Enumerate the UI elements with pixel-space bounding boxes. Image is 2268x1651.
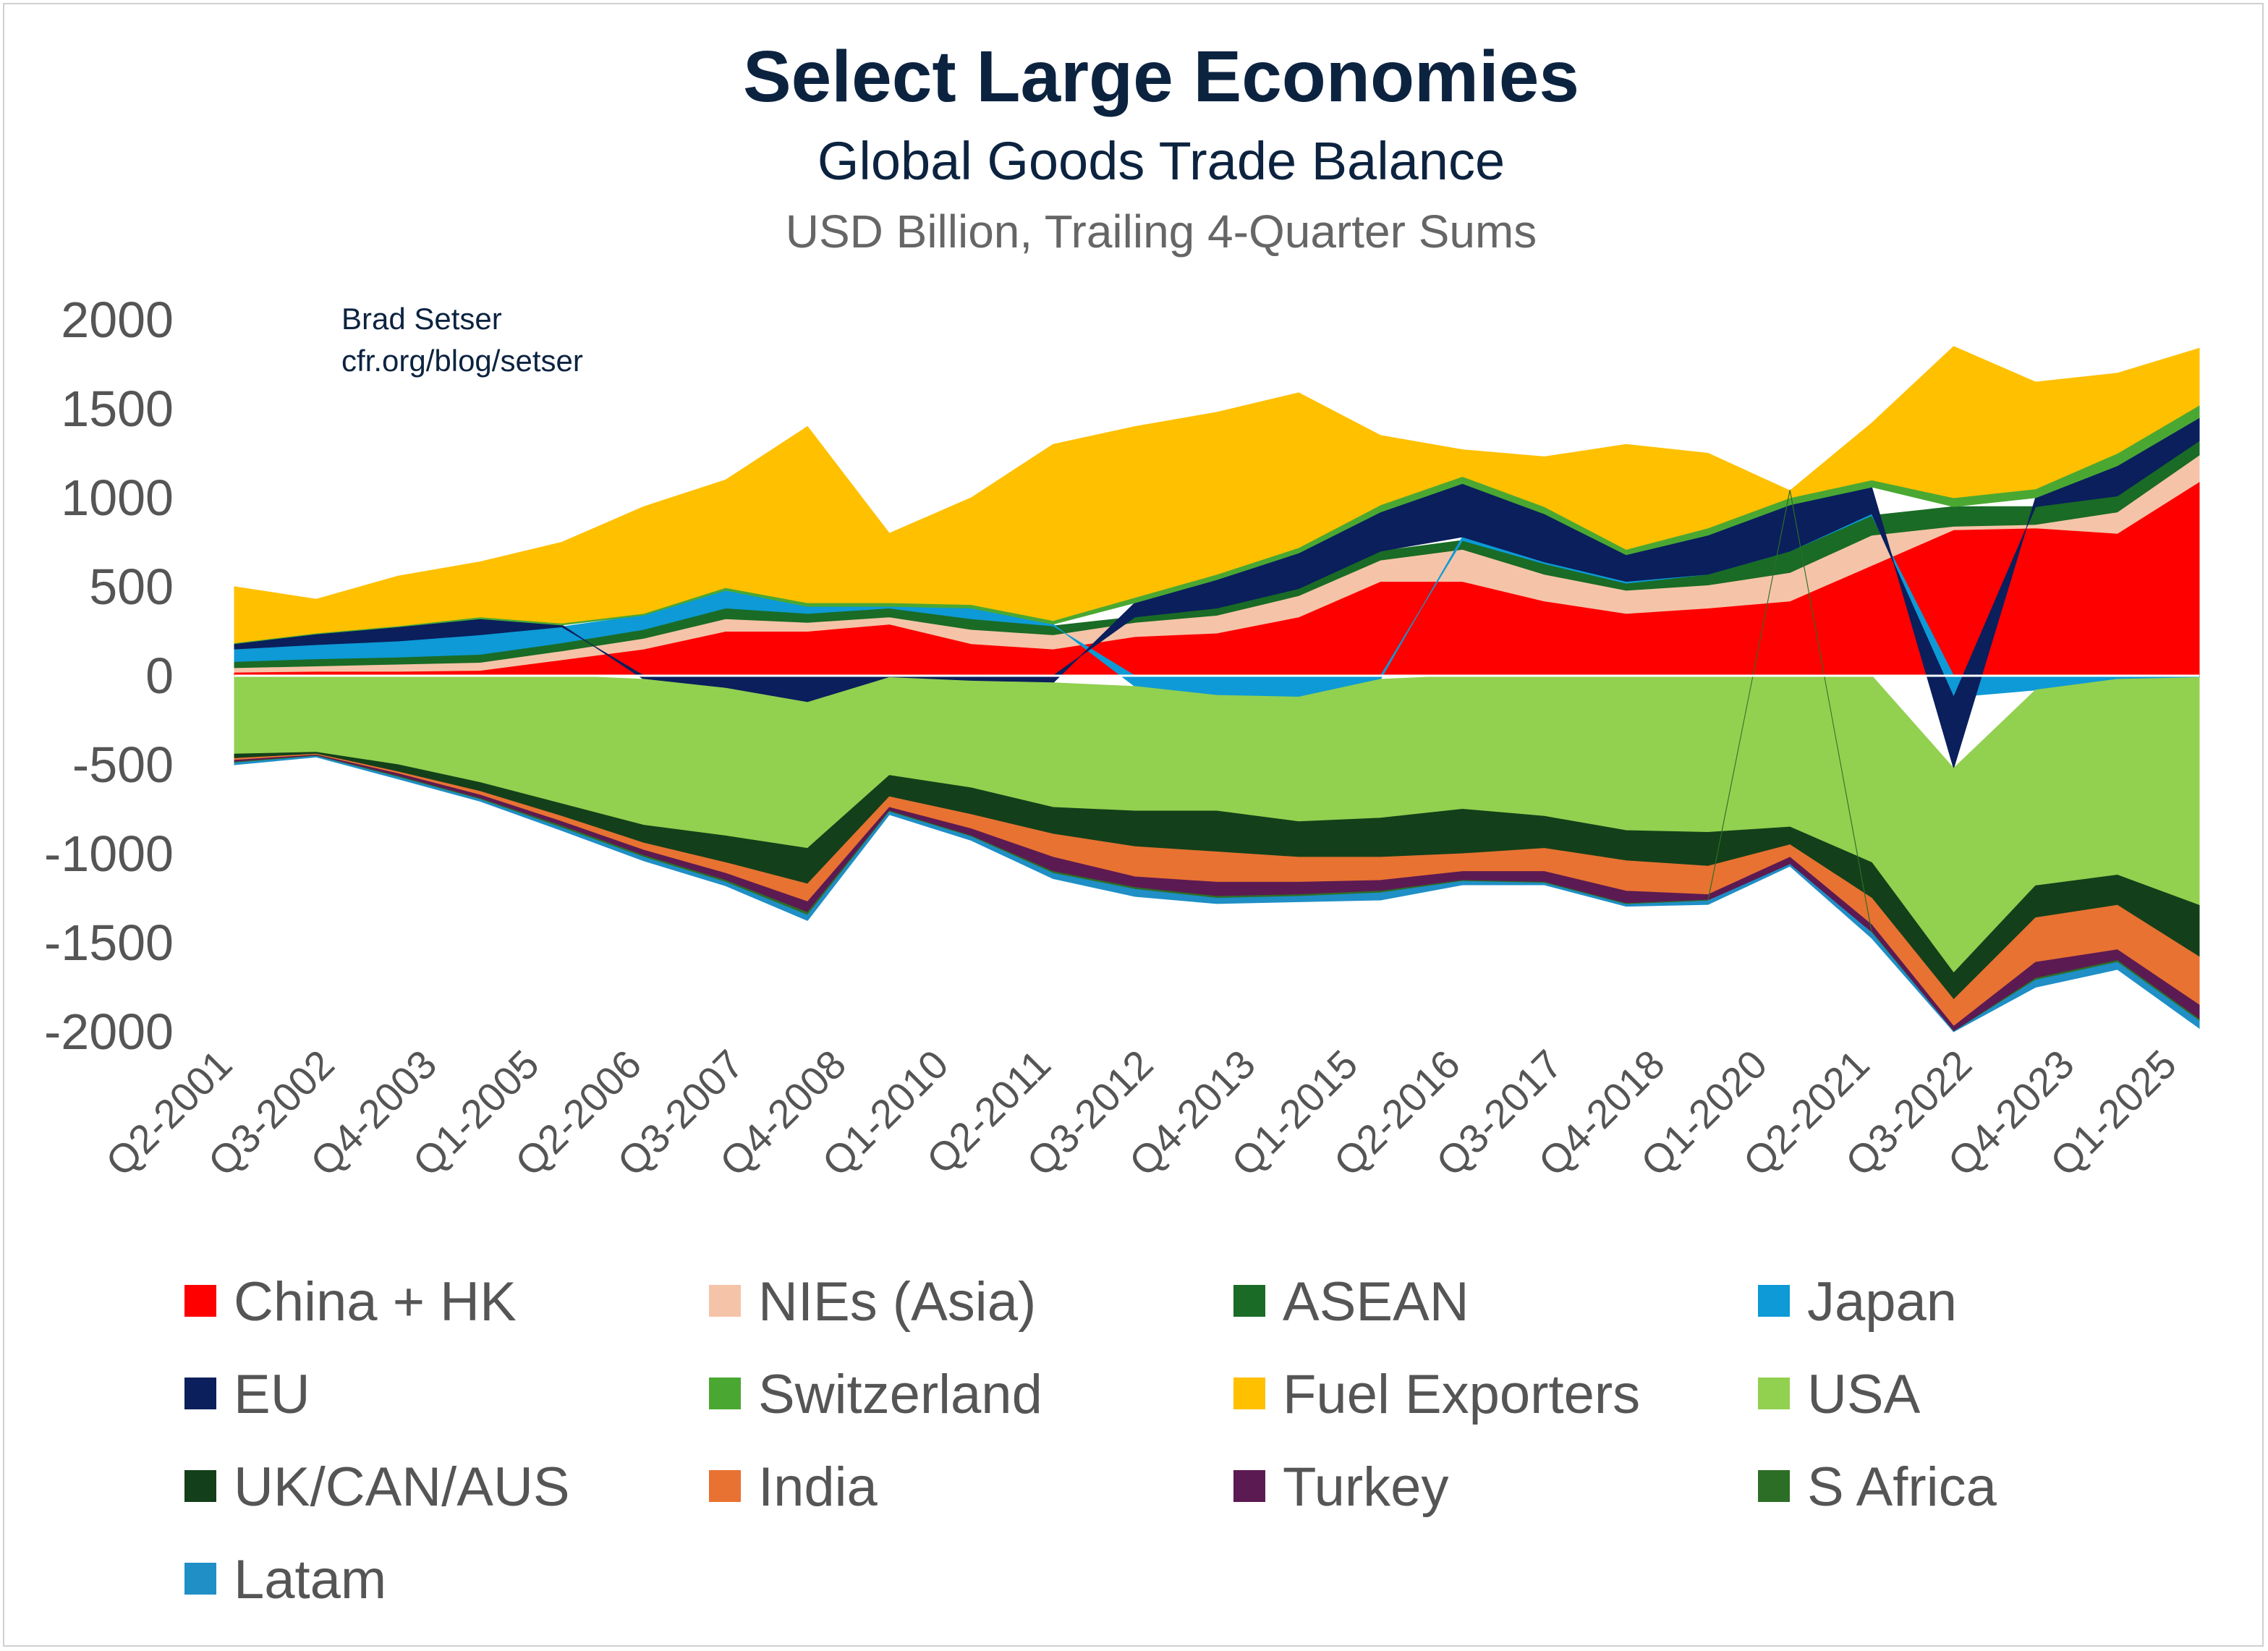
legend: China + HK NIEs (Asia) ASEAN Japan EU Switzer…: [184, 1271, 1997, 1610]
legend-label: EU: [234, 1364, 310, 1425]
credit-url: cfr.org/blog/setser: [341, 344, 583, 378]
legend-swatch: [1233, 1378, 1265, 1409]
x-axis: Q2-2001Q3-2002Q4-2003Q1-2005Q2-2006Q3-20…: [97, 1041, 2185, 1185]
legend-swatch: [184, 1470, 216, 1502]
legend-item: Turkey: [1233, 1456, 1448, 1518]
legend-label: ASEAN: [1283, 1271, 1469, 1333]
chart-subtitle: Global Goods Trade Balance: [817, 131, 1505, 191]
legend-item: Fuel Exporters: [1233, 1364, 1640, 1425]
legend-swatch: [184, 1285, 216, 1317]
legend-item: UK/CAN/AUS: [184, 1456, 570, 1518]
legend-item: Latam: [184, 1549, 386, 1610]
legend-item: China + HK: [184, 1271, 517, 1333]
y-tick-label: -1000: [44, 826, 174, 882]
legend-label: Latam: [234, 1549, 386, 1610]
y-axis: 2000 1500 1000 500 0 -500 -1000 -1500 -2000: [44, 292, 174, 1060]
legend-swatch: [709, 1378, 741, 1409]
legend-label: NIEs (Asia): [758, 1271, 1036, 1333]
legend-item: USA: [1758, 1364, 1921, 1425]
legend-label: UK/CAN/AUS: [234, 1456, 570, 1518]
legend-item: ASEAN: [1233, 1271, 1469, 1333]
legend-swatch: [184, 1378, 216, 1409]
area-fuel-exporters: [234, 346, 2200, 644]
legend-label: USA: [1807, 1364, 1921, 1425]
legend-swatch: [709, 1285, 741, 1317]
legend-item: India: [709, 1456, 878, 1518]
legend-item: S Africa: [1758, 1456, 1997, 1518]
legend-item: EU: [184, 1364, 310, 1425]
y-tick-label: 500: [89, 559, 174, 615]
y-tick-label: 0: [145, 648, 174, 704]
legend-swatch: [709, 1470, 741, 1502]
chart-units: USD Billion, Trailing 4-Quarter Sums: [786, 205, 1537, 258]
legend-label: Turkey: [1283, 1456, 1448, 1518]
y-tick-label: -2000: [44, 1003, 174, 1060]
chart-frame: [3, 3, 2264, 1647]
area-latam: [234, 755, 2200, 1032]
legend-label: Fuel Exporters: [1283, 1364, 1640, 1425]
legend-label: Switzerland: [758, 1364, 1042, 1425]
legend-swatch: [1758, 1470, 1790, 1502]
y-tick-label: 1500: [61, 381, 174, 437]
legend-label: Japan: [1807, 1271, 1957, 1333]
y-tick-label: 1000: [61, 470, 174, 526]
legend-label: China + HK: [234, 1271, 517, 1333]
legend-swatch: [1758, 1285, 1790, 1317]
legend-label: S Africa: [1807, 1456, 1997, 1518]
legend-swatch: [1758, 1378, 1790, 1409]
y-tick-label: -1500: [44, 914, 174, 971]
legend-swatch: [1233, 1470, 1265, 1502]
legend-label: India: [758, 1456, 878, 1518]
credit-author: Brad Setser: [341, 302, 502, 336]
legend-item: Switzerland: [709, 1364, 1042, 1425]
legend-item: Japan: [1758, 1271, 1957, 1333]
legend-item: NIEs (Asia): [709, 1271, 1036, 1333]
chart-title: Select Large Economies: [743, 36, 1579, 117]
series-areas: [234, 346, 2200, 1032]
legend-swatch: [184, 1563, 216, 1595]
y-tick-label: 2000: [61, 292, 174, 348]
legend-swatch: [1233, 1285, 1265, 1317]
y-tick-label: -500: [72, 737, 174, 793]
